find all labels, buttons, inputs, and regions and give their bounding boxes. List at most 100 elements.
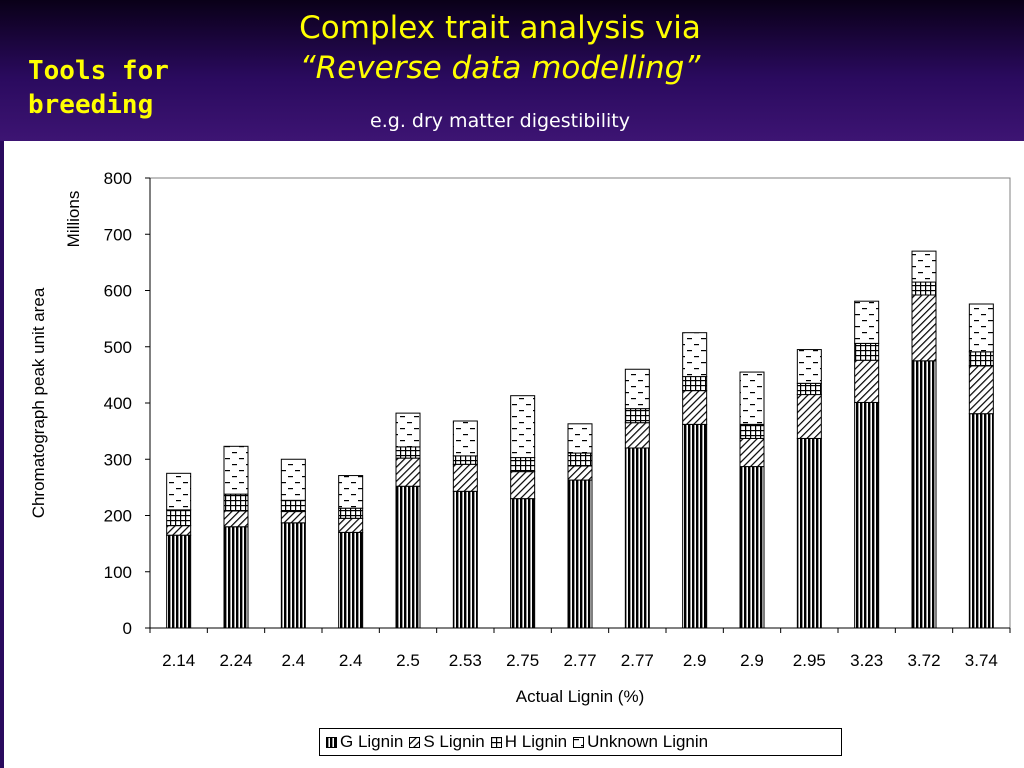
x-tick-label-0: 2.14 [162, 651, 195, 670]
bar-g-lignin-13 [911, 360, 937, 629]
legend-label-s-lignin: S Lignin [423, 732, 485, 751]
bar-unknown-lignin-5 [452, 420, 478, 457]
x-tick-label-11: 2.95 [793, 651, 826, 670]
x-tick-label-2: 2.4 [282, 651, 306, 670]
bar-s-lignin-9 [682, 390, 708, 425]
legend-item-s-lignin: S Lignin [409, 732, 485, 752]
legend-swatch-h-lignin [490, 736, 502, 748]
y-tick-label-100: 100 [104, 563, 132, 582]
bar-h-lignin-6 [510, 457, 536, 473]
x-axis-label: Actual Lignin (%) [516, 687, 645, 706]
bar-s-lignin-10 [739, 437, 765, 468]
bars-group [166, 250, 994, 629]
bar-g-lignin-7 [567, 479, 593, 629]
bar-unknown-lignin-0 [166, 472, 192, 511]
x-tick-label-12: 3.23 [850, 651, 883, 670]
bar-h-lignin-12 [854, 342, 880, 361]
bar-h-lignin-5 [452, 455, 478, 465]
legend-label-g-lignin: G Lignin [340, 732, 404, 751]
stacked-bar-chart: 0 100 200 300 400 500 600 700 800 2.14 2.24 2.4 2.4… [29, 169, 1011, 706]
bar-s-lignin-13 [911, 294, 937, 362]
legend-swatch-g-lignin [326, 736, 337, 748]
bar-s-lignin-14 [968, 365, 994, 415]
bar-h-lignin-14 [968, 351, 994, 367]
bar-g-lignin-4 [395, 485, 421, 629]
x-tick-label-14: 3.74 [965, 651, 998, 670]
bar-h-lignin-13 [911, 281, 937, 296]
y-axis: 0 100 200 300 400 500 600 700 800 [104, 169, 151, 638]
bar-g-lignin-11 [796, 437, 822, 629]
y-tick-label-0: 0 [123, 619, 132, 638]
bar-g-lignin-8 [624, 447, 650, 629]
bar-s-lignin-3 [338, 517, 364, 533]
bar-s-lignin-11 [796, 394, 822, 439]
y-tick-label-400: 400 [104, 394, 132, 413]
bar-unknown-lignin-14 [968, 303, 994, 353]
bar-h-lignin-9 [682, 376, 708, 392]
legend-item-unknown-lignin: Unknown Lignin [573, 732, 708, 752]
section-title-line2: breeding [28, 90, 154, 120]
x-tick-label-1: 2.24 [219, 651, 252, 670]
y-tick-label-800: 800 [104, 169, 132, 188]
x-tick-label-10: 2.9 [740, 651, 764, 670]
bar-unknown-lignin-4 [395, 412, 421, 448]
slide-header [0, 0, 1024, 141]
bar-unknown-lignin-6 [510, 395, 536, 459]
slide-title-line2: “Reverse data modelling” [299, 50, 701, 86]
bar-s-lignin-1 [223, 510, 249, 528]
y-axis-label: Chromatograph peak unit area [29, 287, 48, 518]
x-axis: 2.14 2.24 2.4 2.4 2.5 2.53 2.75 2.77 2.77 2.9 2.9 2… [149, 627, 1011, 670]
bar-h-lignin-1 [223, 493, 249, 512]
bar-unknown-lignin-1 [223, 445, 249, 495]
bar-unknown-lignin-9 [682, 332, 708, 378]
x-tick-label-9: 2.9 [683, 651, 707, 670]
legend-swatch-unknown-lignin [573, 736, 585, 748]
legend-label-unknown-lignin: Unknown Lignin [587, 732, 709, 751]
y-tick-label-500: 500 [104, 338, 132, 357]
legend-item-h-lignin: H Lignin [490, 732, 567, 752]
bar-h-lignin-11 [796, 382, 822, 396]
left-border [0, 141, 4, 768]
bar-g-lignin-9 [682, 423, 708, 629]
bar-g-lignin-5 [452, 490, 478, 629]
bar-g-lignin-6 [510, 498, 536, 629]
bar-unknown-lignin-11 [796, 349, 822, 384]
bar-h-lignin-2 [280, 499, 306, 513]
bar-h-lignin-7 [567, 452, 593, 467]
bar-s-lignin-5 [452, 463, 478, 492]
bar-g-lignin-10 [739, 466, 765, 629]
bar-g-lignin-1 [223, 526, 249, 629]
x-tick-label-3: 2.4 [339, 651, 363, 670]
y-axis-unit-label: Millions [64, 191, 83, 248]
section-title: Tools for breeding [28, 54, 228, 122]
bar-unknown-lignin-8 [624, 368, 650, 410]
bar-h-lignin-0 [166, 509, 192, 527]
bar-g-lignin-12 [854, 401, 880, 629]
bar-s-lignin-4 [395, 457, 421, 487]
section-title-line1: Tools for [28, 56, 169, 86]
x-tick-label-13: 3.72 [907, 651, 940, 670]
x-tick-label-4: 2.5 [396, 651, 420, 670]
y-tick-label-700: 700 [104, 225, 132, 244]
bar-unknown-lignin-10 [739, 371, 765, 425]
slide-title-line1: Complex trait analysis via [299, 10, 701, 46]
y-tick-label-600: 600 [104, 282, 132, 301]
bar-s-lignin-0 [166, 525, 192, 536]
bar-unknown-lignin-7 [567, 423, 593, 454]
bar-g-lignin-3 [338, 531, 364, 629]
y-tick-label-200: 200 [104, 507, 132, 526]
x-tick-label-7: 2.77 [563, 651, 596, 670]
bar-unknown-lignin-2 [280, 458, 306, 501]
bar-s-lignin-7 [567, 465, 593, 481]
bar-g-lignin-2 [280, 522, 306, 629]
bar-g-lignin-14 [968, 413, 994, 629]
slide-subtitle: e.g. dry matter digestibility [370, 110, 630, 132]
bar-h-lignin-3 [338, 507, 364, 519]
y-tick-label-300: 300 [104, 450, 132, 469]
chart-legend: G Lignin S Lignin H Lignin Unknown Ligni… [319, 728, 842, 756]
bar-h-lignin-10 [739, 423, 765, 439]
bar-s-lignin-12 [854, 359, 880, 403]
x-tick-label-6: 2.75 [506, 651, 539, 670]
slide-title: Complex trait analysis via “Reverse data… [250, 8, 750, 88]
x-tick-label-8: 2.77 [621, 651, 654, 670]
